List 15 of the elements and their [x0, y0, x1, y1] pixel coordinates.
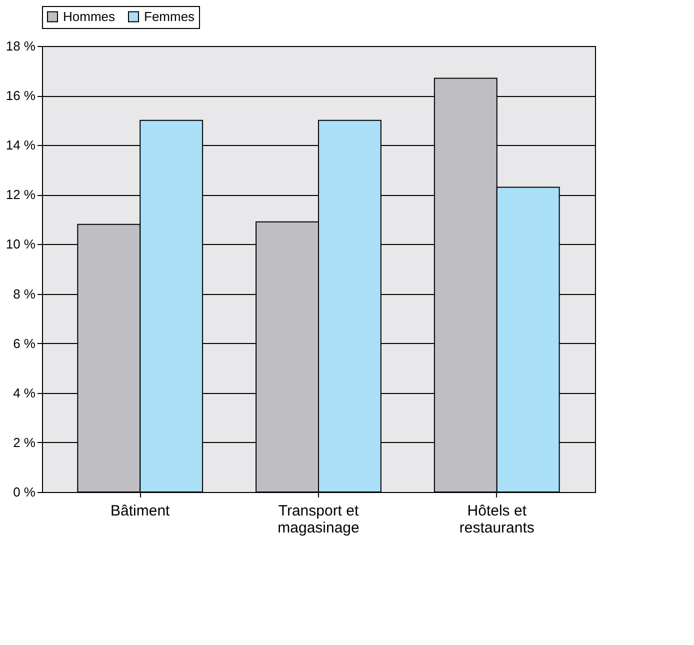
- y-tick-label: 18 %: [6, 38, 36, 54]
- y-tick-label: 2 %: [13, 434, 36, 450]
- x-tick-label: Hôtels et restaurants: [459, 502, 534, 536]
- x-tick-label: Bâtiment: [110, 502, 171, 520]
- y-tick-label: 4 %: [13, 385, 36, 400]
- x-tick-label: Transport et magasinage: [278, 502, 360, 536]
- y-tick-label: 14 %: [6, 138, 36, 153]
- y-tick-label: 6 %: [13, 336, 36, 351]
- y-tick-label: 0 %: [13, 484, 36, 500]
- y-tick-label: 16 %: [6, 88, 36, 104]
- y-tick-label: 10 %: [6, 236, 36, 252]
- y-tick-label: 12 %: [6, 187, 36, 202]
- legend-label: Hommes: [63, 8, 116, 24]
- y-tick-label: 8 %: [13, 286, 36, 302]
- legend-label: Femmes: [144, 8, 196, 24]
